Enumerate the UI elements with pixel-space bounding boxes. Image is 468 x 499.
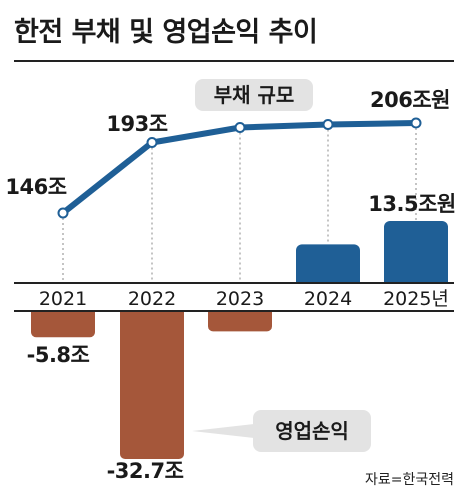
- x-tick-label-4: 2025년: [383, 288, 449, 310]
- debt-point-2: [234, 122, 246, 133]
- operating-data-label-1: -32.7조: [107, 459, 184, 483]
- bar-top-0: [31, 311, 95, 319]
- x-tick-label-3: 2024: [304, 288, 352, 310]
- debt-point-1: [146, 137, 158, 148]
- debt-point-4: [410, 117, 422, 129]
- bar-top-2: [208, 311, 272, 319]
- bar-base-4: [384, 275, 448, 283]
- chart-title: 한전 부채 및 영업손익 추이: [14, 17, 318, 48]
- series-label-operating: 영업손익: [253, 410, 371, 452]
- bar-3: [296, 244, 360, 283]
- bar-top-1: [120, 311, 184, 319]
- title-underline: [14, 60, 454, 62]
- bar-4: [384, 221, 448, 283]
- debt-data-label-4: 206조원: [370, 88, 450, 112]
- source-note: 자료=한국전력: [364, 472, 454, 488]
- debt-point-0: [57, 207, 69, 219]
- debt-point-3: [322, 119, 334, 130]
- x-tick-label-1: 2022: [128, 288, 176, 310]
- operating-data-label-0: -5.8조: [27, 343, 90, 367]
- operating-label-pointer: [192, 424, 254, 438]
- bar-1: [120, 311, 184, 459]
- series-label-debt: 부채 규모: [195, 79, 313, 111]
- debt-data-label-0: 146조: [5, 175, 66, 199]
- bar-base-3: [296, 275, 360, 283]
- operating-data-label-4: 13.5조원: [368, 192, 455, 216]
- debt-data-label-1: 193조: [106, 112, 167, 136]
- x-tick-label-0: 2021: [39, 288, 87, 310]
- x-tick-label-2: 2023: [216, 288, 264, 310]
